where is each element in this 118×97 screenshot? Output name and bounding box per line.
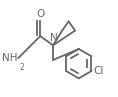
Text: 2: 2 — [19, 63, 24, 72]
Text: NH: NH — [2, 53, 17, 63]
Text: Cl: Cl — [93, 66, 104, 76]
Text: O: O — [36, 9, 44, 19]
Text: N: N — [50, 32, 58, 42]
